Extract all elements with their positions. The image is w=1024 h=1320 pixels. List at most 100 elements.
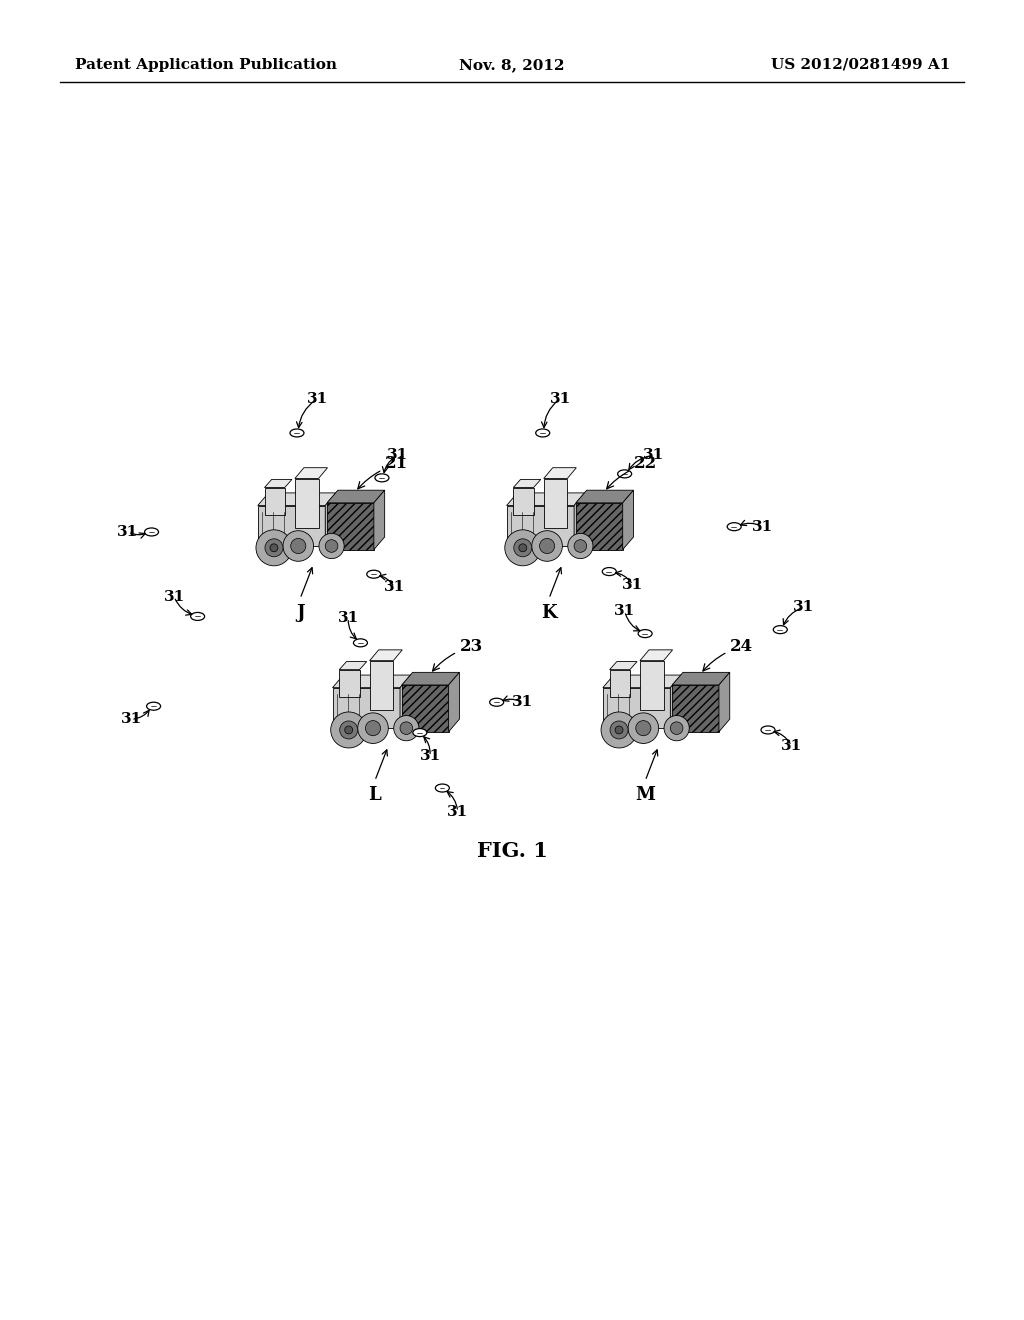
Bar [609, 669, 630, 697]
Polygon shape [513, 479, 541, 487]
Circle shape [283, 531, 313, 561]
Bar [640, 661, 664, 710]
Ellipse shape [761, 726, 775, 734]
Polygon shape [400, 675, 411, 729]
Text: 23: 23 [432, 638, 483, 671]
Polygon shape [333, 675, 411, 688]
Polygon shape [264, 479, 292, 487]
Bar [327, 503, 374, 549]
Text: 31: 31 [338, 611, 358, 624]
Circle shape [326, 540, 338, 552]
Ellipse shape [489, 698, 504, 706]
Text: 31: 31 [447, 805, 468, 818]
Polygon shape [623, 490, 634, 549]
Polygon shape [574, 492, 585, 546]
Text: 31: 31 [118, 525, 138, 539]
Polygon shape [507, 492, 585, 506]
Circle shape [291, 539, 306, 553]
Text: M: M [635, 785, 655, 804]
Text: 31: 31 [753, 520, 773, 533]
Ellipse shape [190, 612, 205, 620]
Polygon shape [609, 661, 637, 669]
Circle shape [664, 715, 689, 741]
Circle shape [505, 529, 541, 566]
Circle shape [540, 539, 555, 553]
Circle shape [615, 726, 623, 734]
Ellipse shape [144, 528, 159, 536]
Polygon shape [326, 492, 336, 546]
Bar [544, 479, 567, 528]
Text: 24: 24 [702, 638, 754, 671]
Text: 31: 31 [164, 590, 184, 603]
Ellipse shape [727, 523, 741, 531]
Polygon shape [370, 649, 402, 661]
Ellipse shape [413, 729, 427, 737]
Ellipse shape [290, 429, 304, 437]
Circle shape [256, 529, 292, 566]
Text: 31: 31 [307, 392, 328, 405]
Polygon shape [258, 492, 336, 506]
Bar [513, 487, 534, 515]
Circle shape [265, 539, 283, 557]
Circle shape [400, 722, 413, 734]
Bar [672, 685, 719, 731]
Circle shape [601, 711, 637, 748]
Bar [370, 661, 393, 710]
Circle shape [366, 721, 381, 735]
Polygon shape [719, 672, 730, 731]
Text: FIG. 1: FIG. 1 [476, 841, 548, 862]
Bar [264, 487, 285, 515]
Circle shape [574, 540, 587, 552]
Circle shape [318, 533, 344, 558]
Text: 31: 31 [550, 392, 570, 405]
Polygon shape [401, 672, 460, 685]
Bar [339, 669, 359, 697]
Polygon shape [671, 675, 681, 729]
Ellipse shape [773, 626, 787, 634]
Text: 31: 31 [121, 713, 141, 726]
Ellipse shape [435, 784, 450, 792]
Polygon shape [295, 467, 328, 479]
Text: 31: 31 [794, 601, 814, 614]
Bar [507, 506, 574, 546]
Bar [295, 479, 318, 528]
Polygon shape [374, 490, 385, 549]
Ellipse shape [353, 639, 368, 647]
Polygon shape [327, 490, 385, 503]
Circle shape [340, 721, 357, 739]
Ellipse shape [375, 474, 389, 482]
Ellipse shape [617, 470, 632, 478]
Circle shape [519, 544, 526, 552]
Circle shape [270, 544, 278, 552]
Circle shape [331, 711, 367, 748]
Text: Nov. 8, 2012: Nov. 8, 2012 [459, 58, 565, 73]
Circle shape [531, 531, 562, 561]
Bar [401, 685, 449, 731]
Text: 31: 31 [384, 581, 404, 594]
Circle shape [345, 726, 352, 734]
Text: 21: 21 [357, 455, 409, 488]
Bar [333, 688, 400, 729]
Ellipse shape [536, 429, 550, 437]
Text: 22: 22 [606, 455, 657, 488]
Polygon shape [575, 490, 634, 503]
Bar [603, 688, 671, 729]
Text: K: K [541, 603, 557, 622]
Circle shape [514, 539, 531, 557]
Circle shape [636, 721, 651, 735]
Text: Patent Application Publication: Patent Application Publication [75, 58, 337, 73]
Text: 31: 31 [420, 750, 440, 763]
Circle shape [567, 533, 593, 558]
Text: 31: 31 [623, 578, 643, 591]
Polygon shape [339, 661, 367, 669]
Circle shape [610, 721, 628, 739]
Polygon shape [544, 467, 577, 479]
Ellipse shape [367, 570, 381, 578]
Text: 31: 31 [387, 449, 408, 462]
Text: 31: 31 [614, 605, 635, 618]
Polygon shape [449, 672, 460, 731]
Circle shape [357, 713, 388, 743]
Ellipse shape [638, 630, 652, 638]
Polygon shape [672, 672, 730, 685]
Ellipse shape [146, 702, 161, 710]
